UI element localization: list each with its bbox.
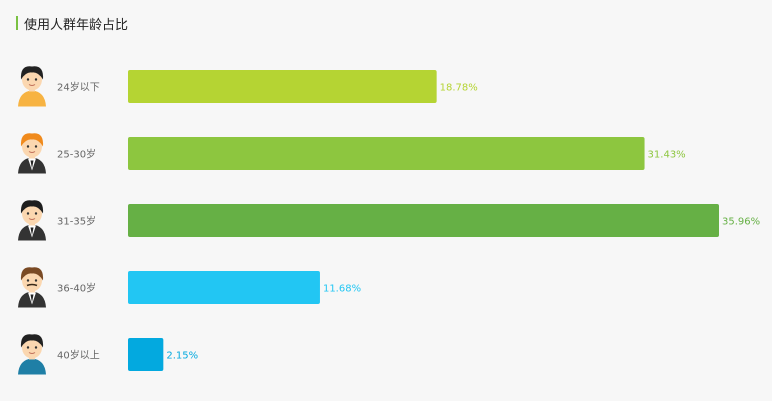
value-label: 35.96% xyxy=(722,217,760,228)
boy-icon xyxy=(18,66,46,107)
value-label: 2.15% xyxy=(166,351,198,362)
bar xyxy=(128,271,320,304)
category-label: 31-35岁 xyxy=(57,215,96,228)
value-label: 18.78% xyxy=(440,83,478,94)
bar xyxy=(128,338,164,371)
bar xyxy=(128,70,437,103)
mustache-man-icon xyxy=(18,267,46,308)
category-label: 25-30岁 xyxy=(57,148,96,161)
value-label: 31.43% xyxy=(648,150,686,161)
bar xyxy=(128,204,719,237)
chart-title-wrap: 使用人群年龄占比 xyxy=(16,13,128,33)
category-label: 36-40岁 xyxy=(57,282,96,295)
orange-hair-man-icon xyxy=(18,133,46,174)
category-label: 40岁以上 xyxy=(57,349,100,362)
title-accent-bar xyxy=(16,16,18,30)
bar xyxy=(128,137,645,170)
businessman-icon xyxy=(18,200,46,241)
value-label: 11.68% xyxy=(323,284,361,295)
category-label: 24岁以下 xyxy=(57,81,100,94)
chart-title: 使用人群年龄占比 xyxy=(24,17,129,33)
older-man-icon xyxy=(18,334,46,375)
